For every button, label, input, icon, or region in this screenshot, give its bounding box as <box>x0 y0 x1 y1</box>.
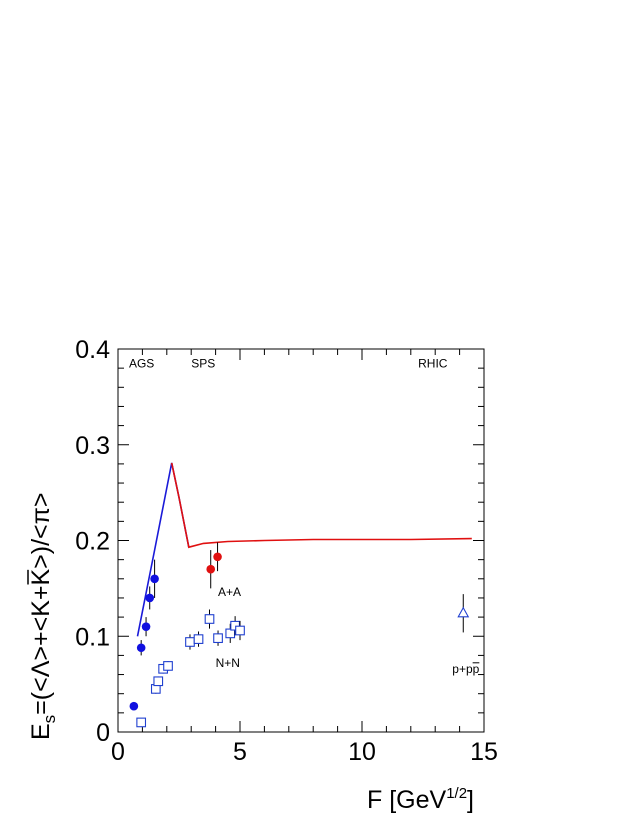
data-point <box>145 593 155 603</box>
annotation-label: A+A <box>218 585 241 599</box>
data-point <box>185 637 195 647</box>
annotation-label: N+N <box>216 656 240 670</box>
y-axis-title: Es=(<Λ>+<K+K>)/<π> <box>27 493 59 741</box>
data-point <box>136 643 146 653</box>
data-point <box>129 701 139 711</box>
x-axis-title: F [GeV1/2] <box>367 785 474 814</box>
y-tick-label: 0 <box>96 719 110 747</box>
y-tick-label: 0.4 <box>75 336 110 364</box>
data-point <box>225 628 236 639</box>
x-tick-label: 0 <box>111 738 125 766</box>
data-point <box>163 661 173 671</box>
annotations: A+A N+N p+pp <box>216 585 480 676</box>
annotation-label: p+pp <box>452 662 479 676</box>
model-curves <box>136 462 472 637</box>
data-point <box>153 676 164 687</box>
svg-text:Es=(<Λ>+<K+K>)/<π>: Es=(<Λ>+<K+K>)/<π> <box>27 493 59 741</box>
data-point <box>213 633 223 644</box>
model-curve <box>136 462 190 637</box>
y-tick-label: 0.2 <box>75 528 110 556</box>
y-tick-label: 0.1 <box>75 623 110 651</box>
data-point <box>204 614 215 624</box>
x-tick-label: 15 <box>470 738 498 766</box>
data-point <box>213 552 222 562</box>
y-tick-label: 0.3 <box>75 432 110 460</box>
data-point <box>457 606 470 618</box>
x-tick-label: 10 <box>348 738 376 766</box>
data-point <box>141 622 151 631</box>
region-label: AGS <box>129 356 154 370</box>
model-curve <box>170 462 472 549</box>
data-point <box>136 717 147 728</box>
tick-labels: 0 5 10 15 0 0.1 0.2 0.3 0.4 <box>75 336 498 766</box>
axis-ticks <box>117 348 485 733</box>
x-tick-label: 5 <box>233 738 247 766</box>
data-point <box>235 625 245 636</box>
region-label: RHIC <box>418 356 448 370</box>
data-point <box>206 564 216 574</box>
region-labels: AGS SPS RHIC <box>129 356 448 370</box>
data-point <box>150 574 159 584</box>
region-label: SPS <box>191 356 215 370</box>
data-point <box>193 634 204 644</box>
data-points <box>129 542 470 728</box>
